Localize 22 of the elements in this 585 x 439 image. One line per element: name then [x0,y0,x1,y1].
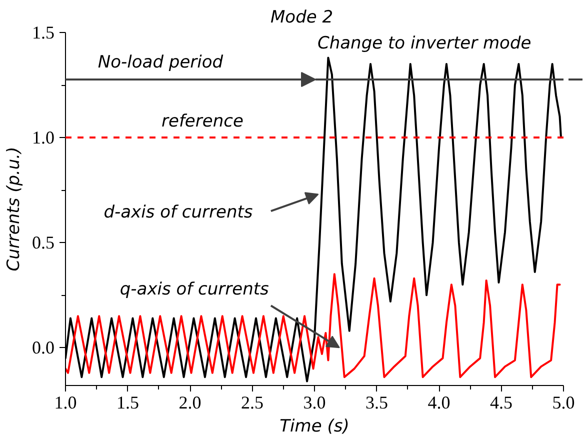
x-tick-label: 4.0 [428,392,450,412]
x-tick-label: 2.0 [178,392,202,412]
x-tick-label: 4.5 [490,392,512,412]
y-tick-label: 0.0 [32,338,54,358]
x-tick-label: 3.5 [366,392,388,412]
y-tick-label: 1.5 [32,22,54,42]
annotation: q-axis of currents [120,280,270,300]
x-axis-title: Time (s) [280,416,350,436]
x-tick-label: 1.0 [54,392,77,412]
x-tick-label: 3.0 [303,392,326,412]
text: Mode 2 [270,8,334,28]
y-tick-label: 0.5 [32,232,54,253]
y-axis-title: Currents (p.u.) [4,146,24,272]
x-tick-label: 1.5 [116,392,139,412]
x-tick-label: 2.5 [241,392,264,412]
annotation: d-axis of currents [104,202,253,222]
annotation: Change to inverter mode [318,34,532,54]
annotation: No-load period [98,52,224,72]
y-tick-label: 1.0 [32,128,54,148]
ref-line-label: reference [161,112,244,132]
x-tick-label: 5.0 [552,392,575,412]
line-series [66,273,561,378]
